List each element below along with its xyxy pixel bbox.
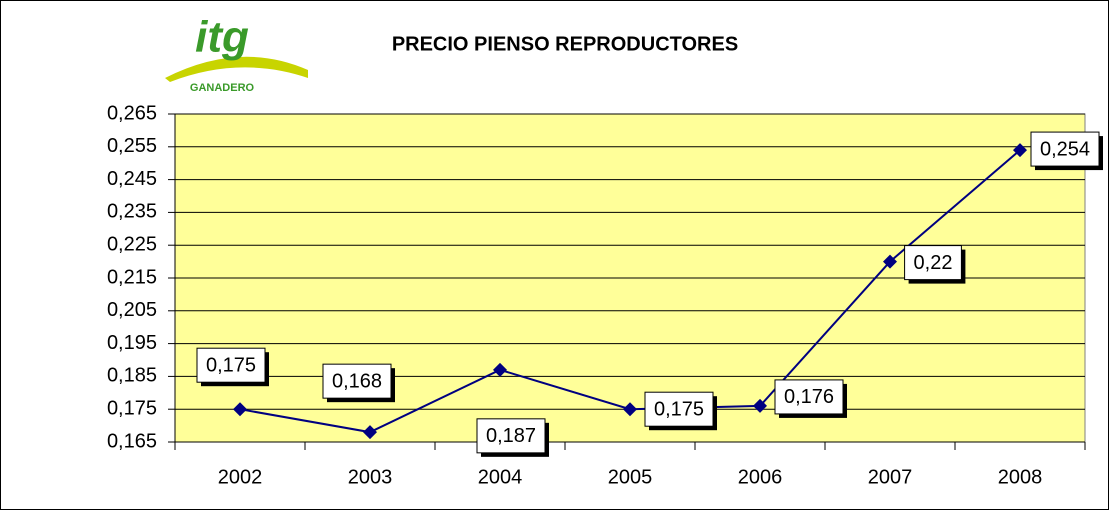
y-tick-label: 0,165 xyxy=(107,430,157,452)
y-tick-label: 0,255 xyxy=(107,135,157,157)
y-tick-label: 0,175 xyxy=(107,397,157,419)
data-label-box xyxy=(644,391,714,427)
marker xyxy=(883,254,897,269)
data-label: 0,168 xyxy=(332,370,382,392)
y-tick-label: 0,235 xyxy=(107,201,157,223)
y-tick-label: 0,245 xyxy=(107,168,157,190)
data-label-box xyxy=(1030,131,1100,167)
data-label: 0,176 xyxy=(784,386,834,408)
data-label: 0,22 xyxy=(914,252,953,274)
marker xyxy=(233,402,247,417)
data-label-box xyxy=(904,245,962,281)
y-tick-label: 0,185 xyxy=(107,365,157,387)
logo: itg GANADERO xyxy=(165,13,308,94)
marker xyxy=(753,398,767,413)
logo-text: itg xyxy=(195,13,249,62)
y-tick-label: 0,195 xyxy=(107,332,157,354)
x-tick-label: 2008 xyxy=(998,466,1043,488)
data-label-box xyxy=(322,363,392,399)
marker xyxy=(1013,143,1027,158)
data-label-box xyxy=(196,347,266,383)
data-label: 0,254 xyxy=(1040,138,1090,160)
chart-title: PRECIO PIENSO REPRODUCTORES xyxy=(392,33,738,55)
marker xyxy=(363,425,377,440)
x-tick-label: 2005 xyxy=(608,466,653,488)
x-tick-label: 2007 xyxy=(868,466,913,488)
x-tick-label: 2004 xyxy=(478,466,523,488)
y-tick-label: 0,265 xyxy=(107,102,157,124)
x-tick-label: 2006 xyxy=(738,466,783,488)
data-label-box xyxy=(476,418,546,454)
logo-subtitle: GANADERO xyxy=(190,82,255,94)
x-tick-label: 2002 xyxy=(218,466,263,488)
x-tick-label: 2003 xyxy=(348,466,393,488)
y-tick-label: 0,205 xyxy=(107,299,157,321)
data-label-box xyxy=(774,379,844,415)
y-tick-label: 0,215 xyxy=(107,266,157,288)
y-tick-label: 0,225 xyxy=(107,233,157,255)
data-label: 0,175 xyxy=(654,398,704,420)
data-label: 0,175 xyxy=(206,354,256,376)
logo-swoosh xyxy=(165,56,308,82)
marker xyxy=(623,402,637,417)
marker xyxy=(493,362,507,377)
data-label: 0,187 xyxy=(486,425,536,447)
